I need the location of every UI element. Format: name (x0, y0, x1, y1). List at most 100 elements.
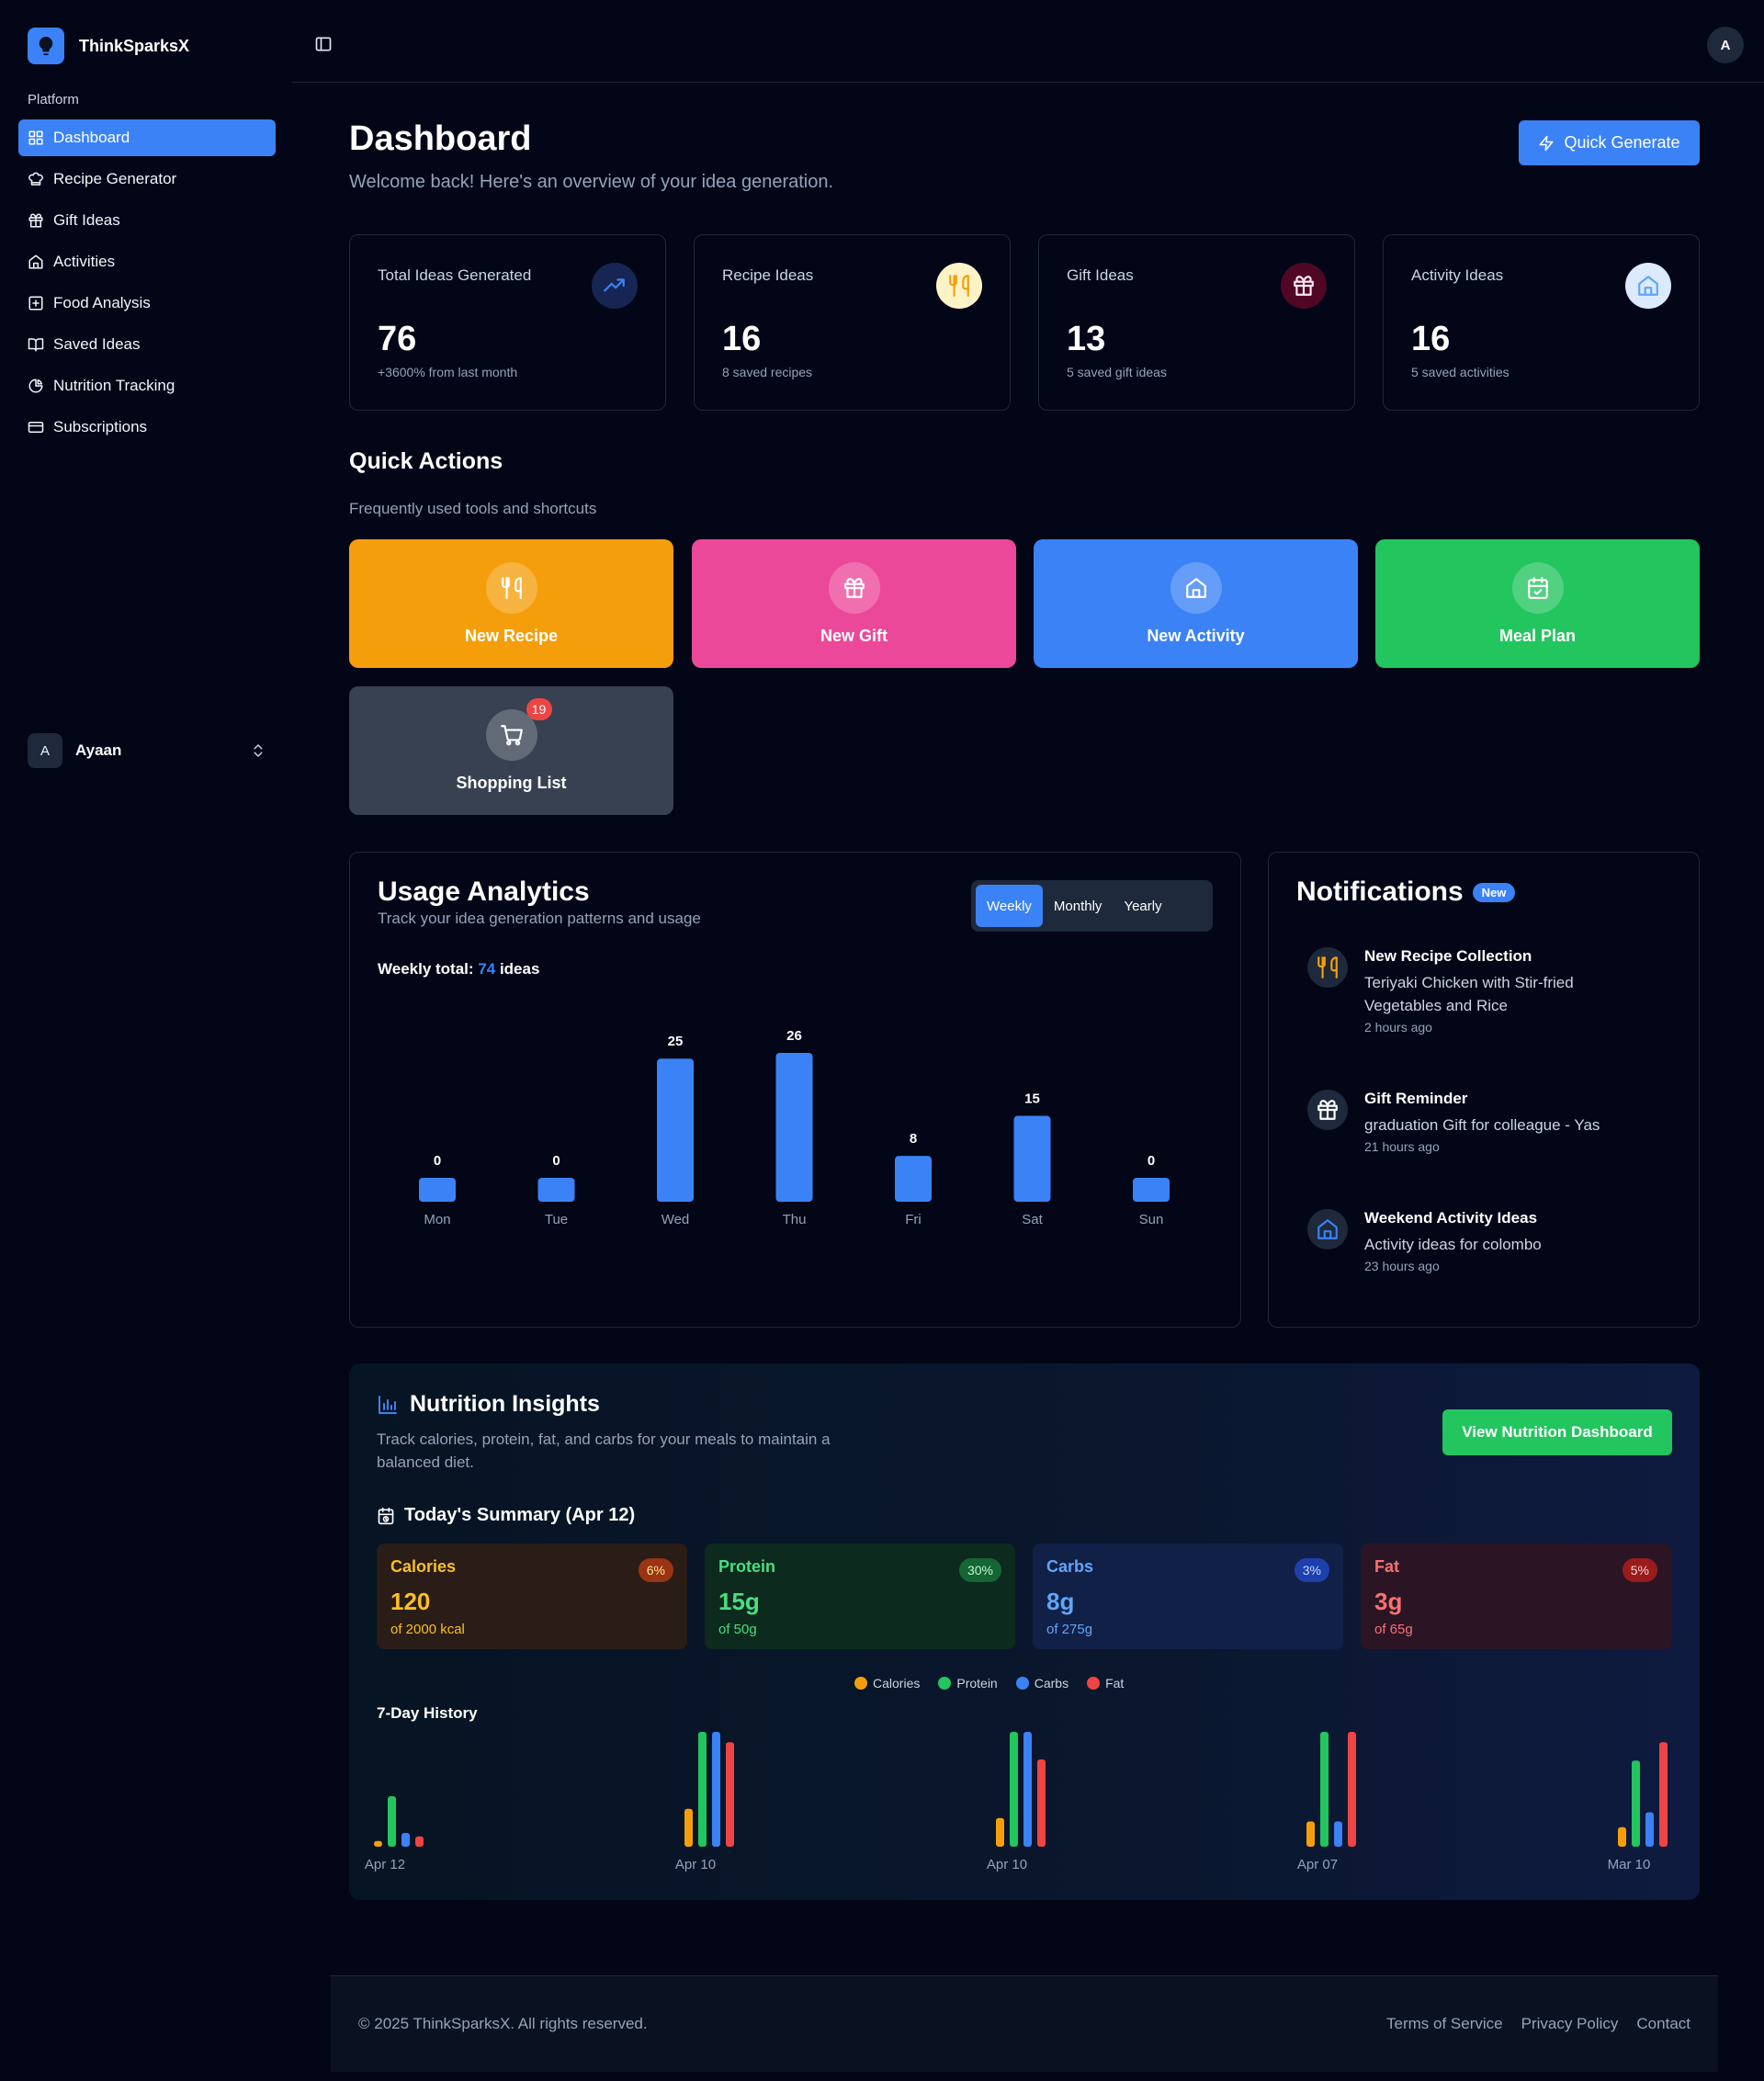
new-gift-button[interactable]: New Gift (692, 539, 1016, 668)
history-bar[interactable] (1010, 1732, 1018, 1847)
today-summary-label: Today's Summary (Apr 12) (404, 1505, 636, 1525)
sidebar-item-recipe-generator[interactable]: Recipe Generator (18, 161, 276, 198)
history-bar[interactable] (1659, 1742, 1668, 1847)
usage-title: Usage Analytics (378, 877, 590, 907)
history-bar[interactable] (401, 1833, 410, 1847)
home-icon (28, 254, 44, 270)
notification-item[interactable]: Gift Reminder graduation Gift for collea… (1307, 1090, 1675, 1154)
weekly-bar-chart: 0 Mon 0 Tue 25 Wed 26 Thu 8 Fri 15 Sat 0 Sun (419, 1028, 1170, 1227)
tab-weekly[interactable]: Weekly (976, 885, 1043, 927)
page-title: Dashboard (349, 119, 532, 158)
history-bar[interactable] (726, 1742, 734, 1847)
history-bar[interactable] (684, 1808, 693, 1847)
stat-card-recipe-ideas: Recipe Ideas 16 8 saved recipes (694, 234, 1011, 411)
usage-bar[interactable] (537, 1178, 575, 1202)
period-tabs: Weekly Monthly Yearly (971, 880, 1213, 932)
footer: © 2025 ThinkSparksX. All rights reserved… (331, 1975, 1718, 2072)
macro-card-fat: Fat 3g of 65g 5% (1361, 1544, 1671, 1649)
home-icon (1625, 263, 1671, 309)
stat-label: Activity Ideas (1411, 266, 1504, 284)
bar-chart-icon (377, 1394, 399, 1416)
usage-bar[interactable] (775, 1053, 813, 1202)
history-bar[interactable] (1645, 1812, 1654, 1848)
gift-icon (1307, 1090, 1348, 1130)
history-bar[interactable] (374, 1840, 382, 1847)
notification-item[interactable]: New Recipe Collection Teriyaki Chicken w… (1307, 947, 1675, 1035)
quick-action-label: Shopping List (456, 773, 567, 792)
gift-icon (828, 561, 880, 614)
sidebar-item-nutrition-tracking[interactable]: Nutrition Tracking (18, 368, 276, 404)
chef-hat-icon (28, 171, 44, 187)
new-recipe-button[interactable]: New Recipe (349, 539, 673, 668)
view-nutrition-dashboard-button[interactable]: View Nutrition Dashboard (1442, 1409, 1672, 1455)
zap-icon (1538, 135, 1555, 152)
pie-chart-icon (28, 378, 44, 394)
sidebar-item-dashboard[interactable]: Dashboard (18, 119, 276, 156)
history-bar[interactable] (1348, 1732, 1356, 1847)
nav-section-label: Platform (28, 92, 79, 107)
tab-yearly[interactable]: Yearly (1124, 898, 1162, 914)
bar-category-label: Fri (905, 1212, 922, 1227)
history-date-label: Apr 10 (675, 1857, 716, 1872)
calendar-check-icon (1511, 561, 1564, 614)
macro-value: 8g (1046, 1588, 1075, 1615)
history-bar[interactable] (698, 1732, 707, 1847)
terms-link[interactable]: Terms of Service (1386, 2015, 1503, 2032)
usage-bar[interactable] (1013, 1115, 1051, 1202)
macro-of: of 2000 kcal (390, 1622, 465, 1637)
meal-plan-button[interactable]: Meal Plan (1375, 539, 1700, 668)
history-bar[interactable] (1632, 1760, 1640, 1847)
usage-bar[interactable] (419, 1178, 456, 1202)
sidebar-item-subscriptions[interactable]: Subscriptions (18, 409, 276, 446)
history-bar[interactable] (415, 1836, 424, 1847)
macro-value: 3g (1374, 1588, 1403, 1615)
quick-generate-label: Quick Generate (1564, 133, 1680, 152)
history-legend: Calories Protein Carbs Fat (854, 1676, 1124, 1691)
privacy-link[interactable]: Privacy Policy (1521, 2015, 1619, 2032)
legend-item: Calories (854, 1676, 920, 1691)
macro-name: Calories (390, 1557, 457, 1576)
brand[interactable]: ThinkSparksX (28, 28, 189, 64)
history-bar[interactable] (1618, 1827, 1626, 1847)
new-activity-button[interactable]: New Activity (1034, 539, 1358, 668)
notification-time: 23 hours ago (1364, 1259, 1440, 1273)
top-avatar[interactable]: A (1707, 27, 1744, 63)
sidebar-item-gift-ideas[interactable]: Gift Ideas (18, 202, 276, 239)
stat-sub: 5 saved activities (1411, 365, 1510, 379)
avatar: A (28, 733, 62, 768)
tab-monthly[interactable]: Monthly (1053, 898, 1102, 914)
stat-card-gift-ideas: Gift Ideas 13 5 saved gift ideas (1038, 234, 1355, 411)
quick-generate-button[interactable]: Quick Generate (1519, 120, 1700, 165)
sidebar-toggle-icon[interactable] (314, 35, 333, 53)
user-menu[interactable]: A Ayaan (28, 733, 266, 768)
sidebar-item-food-analysis[interactable]: Food Analysis (18, 285, 276, 322)
sidebar-item-label: Gift Ideas (53, 211, 120, 229)
usage-bar[interactable] (1133, 1178, 1170, 1202)
history-bar[interactable] (996, 1817, 1004, 1847)
notifications-title-text: Notifications (1296, 877, 1464, 907)
sidebar-item-activities[interactable]: Activities (18, 243, 276, 280)
history-bar[interactable] (1334, 1821, 1342, 1848)
usage-bar[interactable] (657, 1058, 694, 1202)
notification-item[interactable]: Weekend Activity Ideas Activity ideas fo… (1307, 1209, 1675, 1273)
utensils-icon (936, 263, 982, 309)
history-bar[interactable] (1023, 1732, 1032, 1847)
history-bar[interactable] (1037, 1759, 1046, 1847)
bar-value-label: 0 (552, 1153, 560, 1169)
bar-category-label: Wed (662, 1212, 690, 1227)
usage-bar[interactable] (895, 1156, 932, 1202)
notification-body: graduation Gift for colleague - Yas (1364, 1116, 1600, 1134)
sidebar-item-saved-ideas[interactable]: Saved Ideas (18, 326, 276, 363)
history-bar[interactable] (1320, 1732, 1329, 1847)
history-bar[interactable] (388, 1796, 396, 1847)
contact-link[interactable]: Contact (1636, 2015, 1690, 2032)
shopping-list-button[interactable]: 19 Shopping List (349, 686, 673, 815)
macro-percent-badge: 3% (1294, 1558, 1329, 1582)
bar-category-label: Sat (1022, 1212, 1043, 1227)
gift-icon (1281, 263, 1327, 309)
sidebar-item-label: Recipe Generator (53, 170, 177, 187)
macro-of: of 275g (1046, 1622, 1093, 1637)
history-bar[interactable] (1306, 1821, 1315, 1848)
macro-value: 120 (390, 1588, 431, 1615)
history-bar[interactable] (712, 1732, 720, 1847)
